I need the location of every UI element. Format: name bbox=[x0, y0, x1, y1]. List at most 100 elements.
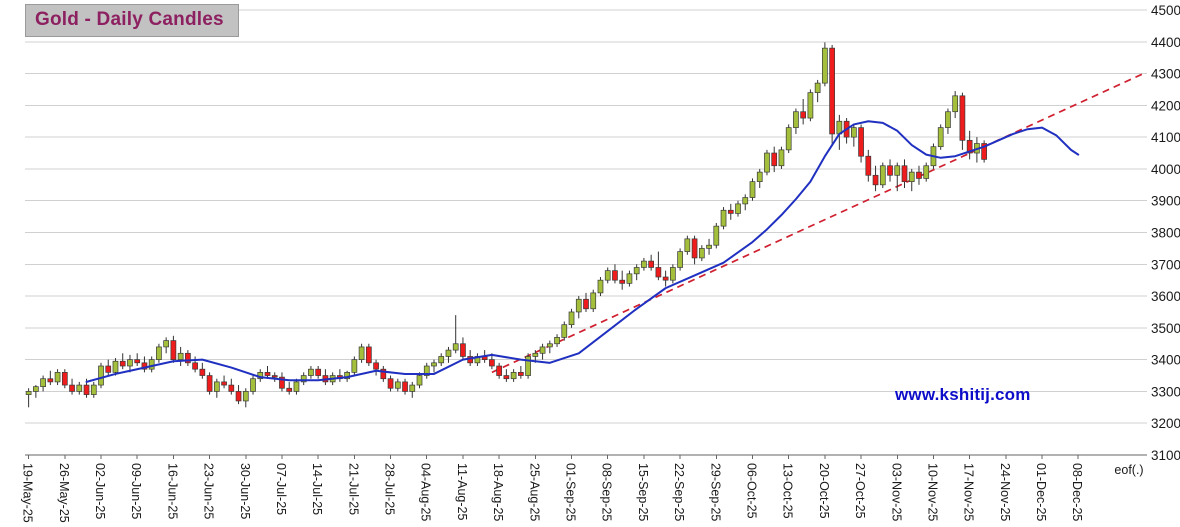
candle-body bbox=[206, 375, 213, 392]
x-axis-label: 08-Dec-25 bbox=[1070, 463, 1084, 521]
y-axis-label: 3200 bbox=[1151, 416, 1180, 431]
y-axis-label: 3500 bbox=[1151, 321, 1180, 336]
candle-body bbox=[713, 225, 720, 246]
candle-body bbox=[894, 165, 901, 176]
candle-body bbox=[952, 95, 959, 113]
candle-body bbox=[518, 372, 524, 376]
y-axis-label: 3100 bbox=[1151, 448, 1180, 463]
candle-body bbox=[923, 165, 930, 179]
x-axis-label: 07-Jul-25 bbox=[274, 463, 288, 515]
x-axis-label: 18-Aug-25 bbox=[491, 463, 505, 521]
candle-body bbox=[662, 276, 669, 281]
candle-body bbox=[749, 181, 756, 198]
candle-body bbox=[460, 343, 466, 357]
candle-body bbox=[778, 149, 785, 167]
x-axis-label: 17-Nov-25 bbox=[962, 463, 976, 521]
candle-body bbox=[575, 298, 582, 313]
x-axis-label: 30-Jun-25 bbox=[238, 463, 252, 519]
candle-body bbox=[293, 381, 300, 392]
candle-body bbox=[228, 384, 235, 392]
candle-body bbox=[771, 152, 778, 167]
candle-body bbox=[380, 368, 387, 380]
candle-body bbox=[242, 391, 249, 402]
x-axis-label: 11-Aug-25 bbox=[455, 463, 469, 520]
candle-body bbox=[908, 171, 915, 182]
y-axis-label: 4100 bbox=[1151, 130, 1180, 145]
x-axis-label: 03-Nov-25 bbox=[889, 463, 903, 521]
candle-body bbox=[742, 197, 749, 205]
candle-body bbox=[264, 372, 271, 376]
y-axis-label: 4300 bbox=[1151, 67, 1180, 82]
candle-body bbox=[235, 391, 242, 402]
candle-body bbox=[554, 337, 560, 345]
y-axis-label: 4000 bbox=[1151, 162, 1180, 177]
candle-body bbox=[300, 375, 307, 383]
candle-body bbox=[279, 376, 285, 389]
candle-body bbox=[387, 378, 394, 389]
x-axis-label: 14-Jul-25 bbox=[310, 463, 324, 515]
candle-body bbox=[785, 127, 792, 151]
x-axis-label: 13-Oct-25 bbox=[781, 463, 795, 519]
candle-body bbox=[199, 368, 206, 376]
candle-body bbox=[40, 378, 46, 388]
x-axis-label: 26-May-25 bbox=[57, 463, 71, 523]
y-axis-label: 3300 bbox=[1151, 384, 1180, 399]
candle-body bbox=[641, 260, 647, 268]
chart-title-text: Gold - Daily Candles bbox=[35, 9, 224, 30]
candle-body bbox=[706, 244, 712, 249]
candle-body bbox=[633, 267, 640, 275]
candle-body bbox=[416, 375, 423, 386]
x-axis-label: 27-Oct-25 bbox=[853, 463, 867, 519]
candle-body bbox=[438, 356, 445, 364]
x-axis-label: 23-Jun-25 bbox=[202, 463, 216, 519]
candle-body bbox=[141, 362, 148, 370]
candle-body bbox=[879, 165, 886, 186]
x-axis-label: 06-Oct-25 bbox=[744, 463, 758, 519]
x-axis-end-label: eof(.) bbox=[1114, 463, 1143, 477]
watermark-text: www.kshitij.com bbox=[895, 385, 1031, 404]
moving-average-line bbox=[85, 120, 1080, 383]
y-axis-label: 4400 bbox=[1151, 35, 1180, 50]
candle-body bbox=[373, 362, 379, 370]
candle-body bbox=[937, 127, 944, 148]
candle-body bbox=[54, 372, 61, 383]
candle-body bbox=[271, 375, 278, 378]
x-axis-label: 01-Dec-25 bbox=[1034, 463, 1048, 521]
candle-body bbox=[814, 82, 821, 93]
x-axis-label: 15-Sep-25 bbox=[636, 463, 650, 521]
candle-body bbox=[698, 248, 705, 259]
candle-body bbox=[561, 324, 568, 338]
candle-body bbox=[916, 171, 922, 179]
candle-body bbox=[735, 203, 741, 214]
candle-body bbox=[489, 359, 495, 367]
candle-body bbox=[597, 279, 604, 294]
candle-body bbox=[619, 279, 626, 284]
candle-body bbox=[510, 372, 517, 380]
y-axis-label: 4500 bbox=[1151, 3, 1180, 18]
candle-body bbox=[532, 352, 539, 357]
candle-body bbox=[90, 384, 97, 395]
candle-body bbox=[76, 384, 83, 392]
y-axis-label: 3700 bbox=[1151, 257, 1180, 272]
y-axis-label: 3600 bbox=[1151, 289, 1180, 304]
candle-body bbox=[981, 143, 987, 160]
candle-body bbox=[431, 362, 437, 367]
y-axis-label: 3900 bbox=[1151, 194, 1180, 209]
candle-body bbox=[677, 251, 683, 268]
candle-body bbox=[358, 346, 365, 360]
candle-body bbox=[365, 346, 372, 364]
candle-body bbox=[612, 270, 618, 281]
candle-body bbox=[344, 372, 350, 380]
candle-body bbox=[185, 352, 191, 364]
x-axis-label: 09-Jun-25 bbox=[129, 463, 143, 519]
candle-body bbox=[25, 391, 32, 395]
candle-body bbox=[539, 346, 546, 354]
y-axis-label: 4200 bbox=[1151, 98, 1180, 113]
candle-body bbox=[308, 368, 314, 376]
candle-body bbox=[213, 381, 220, 392]
x-axis-label: 24-Nov-25 bbox=[998, 463, 1012, 521]
candle-body bbox=[163, 340, 170, 348]
candle-body bbox=[33, 386, 39, 392]
candle-body bbox=[626, 273, 633, 284]
candle-body bbox=[98, 365, 104, 386]
